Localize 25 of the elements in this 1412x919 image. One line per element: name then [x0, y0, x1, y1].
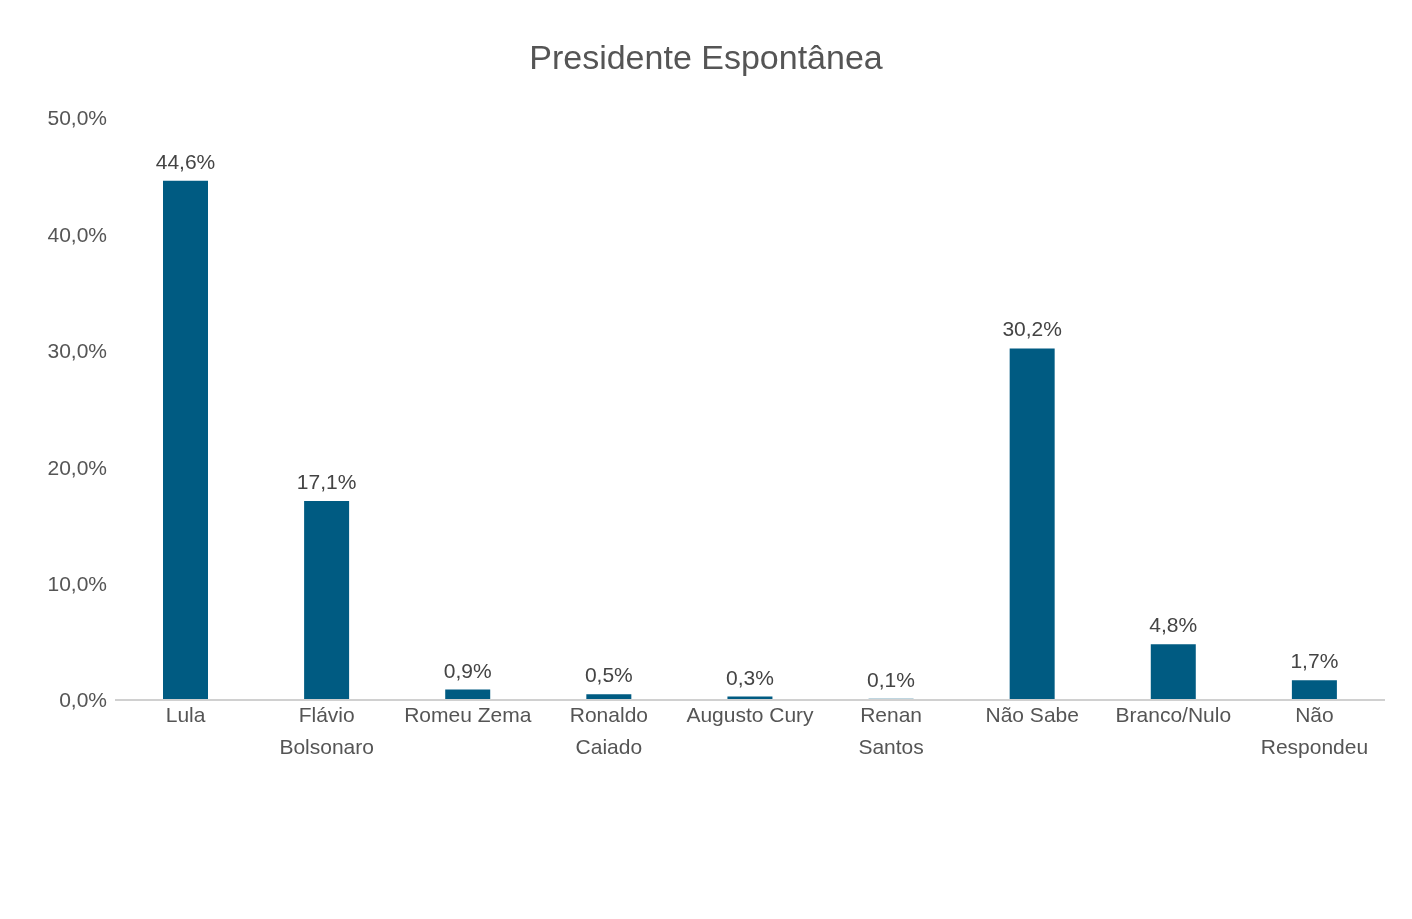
y-tick-label: 50,0%	[47, 106, 107, 130]
data-label: 0,1%	[867, 667, 915, 691]
data-label: 17,1%	[296, 469, 357, 493]
y-tick-label: 30,0%	[47, 339, 107, 363]
x-tick-label: Augusto Cury	[686, 703, 815, 726]
y-tick-label: 10,0%	[47, 572, 107, 596]
x-tick-label: Não Respondeu	[1260, 703, 1369, 758]
data-label: 4,8%	[1149, 613, 1198, 637]
x-tick-label: Branco/Nulo	[1115, 703, 1232, 726]
x-tick-label: Flávio Bolsonaro	[279, 703, 374, 758]
y-tick-label: 20,0%	[47, 455, 107, 479]
data-label: 30,2%	[1002, 317, 1062, 341]
data-label: 0,3%	[726, 665, 774, 689]
data-label: 0,5%	[584, 663, 633, 687]
data-label: 44,6%	[155, 149, 216, 173]
data-label: 1,7%	[1290, 649, 1339, 673]
x-tick-label: Não Sabe	[985, 703, 1079, 726]
data-label: 0,9%	[443, 658, 492, 682]
chart-title: Presidente Espontânea	[528, 38, 884, 77]
y-tick-label: 40,0%	[47, 222, 107, 246]
x-tick-label: Ronaldo Caiado	[569, 703, 649, 758]
x-tick-label: Romeu Zema	[404, 703, 532, 726]
x-tick-label: Lula	[165, 703, 206, 726]
y-tick-label: 0,0%	[59, 688, 107, 712]
x-tick-label: Renan Santos	[858, 703, 924, 758]
